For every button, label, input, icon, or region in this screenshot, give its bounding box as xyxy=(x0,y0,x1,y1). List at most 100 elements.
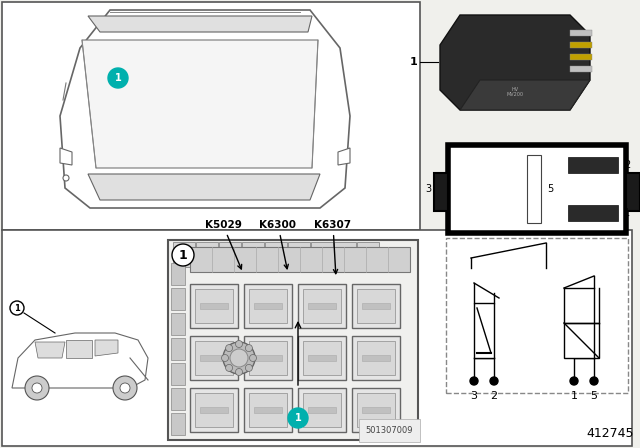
Circle shape xyxy=(490,377,498,385)
Polygon shape xyxy=(66,340,92,358)
Text: K6307: K6307 xyxy=(314,220,351,274)
Polygon shape xyxy=(60,148,72,165)
Bar xyxy=(303,393,341,427)
Bar xyxy=(242,242,264,267)
Text: 3: 3 xyxy=(470,391,477,401)
Bar xyxy=(171,363,185,385)
Bar xyxy=(568,205,618,221)
Bar xyxy=(626,173,640,211)
Bar xyxy=(171,263,185,285)
Text: 1: 1 xyxy=(115,73,122,83)
Bar xyxy=(244,284,292,328)
Circle shape xyxy=(250,354,257,362)
Circle shape xyxy=(10,301,24,315)
Bar xyxy=(200,407,228,413)
Bar xyxy=(570,66,592,72)
Circle shape xyxy=(25,376,49,400)
Circle shape xyxy=(245,345,252,352)
Bar xyxy=(362,407,390,413)
Bar xyxy=(308,303,336,309)
Circle shape xyxy=(108,68,128,88)
Polygon shape xyxy=(460,80,590,110)
Bar xyxy=(362,303,390,309)
Circle shape xyxy=(226,364,232,371)
Polygon shape xyxy=(95,340,118,356)
Circle shape xyxy=(570,377,578,385)
Bar xyxy=(190,336,238,380)
Bar xyxy=(244,336,292,380)
Circle shape xyxy=(470,377,478,385)
Text: 1: 1 xyxy=(294,413,301,423)
Bar xyxy=(171,338,185,360)
Bar xyxy=(303,289,341,323)
Bar xyxy=(357,393,395,427)
Bar xyxy=(254,407,282,413)
Bar xyxy=(434,173,448,211)
Bar xyxy=(249,289,287,323)
Bar xyxy=(352,388,400,432)
Polygon shape xyxy=(88,16,312,32)
Bar xyxy=(265,242,287,267)
Circle shape xyxy=(63,175,69,181)
Text: 501307009: 501307009 xyxy=(365,426,413,435)
Bar xyxy=(195,341,233,375)
Bar xyxy=(570,54,592,60)
Bar xyxy=(357,341,395,375)
Bar xyxy=(195,289,233,323)
Bar xyxy=(2,2,420,230)
Bar xyxy=(171,288,185,310)
Bar xyxy=(570,30,592,36)
Bar xyxy=(171,313,185,335)
Bar xyxy=(298,336,346,380)
Circle shape xyxy=(236,340,243,348)
Bar xyxy=(200,355,228,361)
Bar xyxy=(298,388,346,432)
Circle shape xyxy=(221,354,228,362)
Circle shape xyxy=(223,342,255,374)
Bar xyxy=(311,242,333,267)
Bar xyxy=(308,407,336,413)
Polygon shape xyxy=(35,342,65,358)
Bar xyxy=(334,242,356,267)
Circle shape xyxy=(32,383,42,393)
Bar xyxy=(171,413,185,435)
Bar xyxy=(352,336,400,380)
Bar xyxy=(190,388,238,432)
Circle shape xyxy=(245,364,252,371)
Text: 1: 1 xyxy=(570,391,577,401)
Bar xyxy=(474,303,494,358)
Bar xyxy=(570,42,592,48)
Text: 1: 1 xyxy=(409,57,417,67)
Text: 3: 3 xyxy=(425,184,431,194)
Bar xyxy=(527,155,541,223)
Text: 412745: 412745 xyxy=(586,427,634,440)
Circle shape xyxy=(288,408,308,428)
Bar xyxy=(357,242,379,267)
Text: 1: 1 xyxy=(624,208,630,218)
Circle shape xyxy=(172,244,194,266)
Bar xyxy=(200,303,228,309)
Bar xyxy=(298,284,346,328)
Bar xyxy=(303,341,341,375)
Text: K6300: K6300 xyxy=(259,220,296,269)
Bar xyxy=(249,341,287,375)
Bar xyxy=(564,323,599,358)
Text: 1: 1 xyxy=(179,249,188,262)
Polygon shape xyxy=(12,333,148,388)
Bar xyxy=(168,240,418,440)
Text: 1: 1 xyxy=(14,303,20,313)
Bar xyxy=(190,284,238,328)
Bar xyxy=(196,242,218,267)
Text: 2: 2 xyxy=(490,391,497,401)
Text: 5: 5 xyxy=(591,391,598,401)
Polygon shape xyxy=(338,148,350,165)
Polygon shape xyxy=(60,10,350,208)
Bar xyxy=(249,393,287,427)
Polygon shape xyxy=(440,15,590,110)
Bar xyxy=(190,247,410,272)
Circle shape xyxy=(113,376,137,400)
Bar xyxy=(568,157,618,173)
Text: HV
MV200: HV MV200 xyxy=(506,86,524,97)
Bar xyxy=(288,242,310,267)
Circle shape xyxy=(230,349,248,367)
